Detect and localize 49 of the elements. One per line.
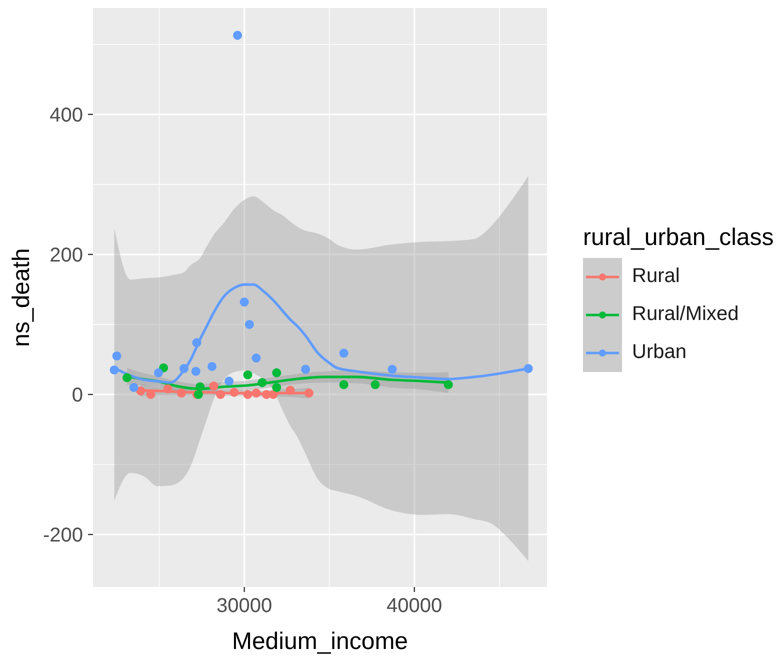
point <box>196 382 205 392</box>
point <box>230 388 239 397</box>
point <box>370 380 380 390</box>
y-tick-label: 200 <box>50 244 83 267</box>
point <box>286 386 295 395</box>
point <box>191 366 200 376</box>
point <box>444 380 453 390</box>
point <box>240 298 249 307</box>
point <box>136 386 146 396</box>
legend-title: rural_urban_class <box>583 224 774 250</box>
point <box>524 364 533 374</box>
y-tick-label: 0 <box>72 384 83 407</box>
point <box>252 354 261 363</box>
y-axis-title: ns_death <box>8 248 34 347</box>
point <box>339 380 348 390</box>
point <box>244 320 254 329</box>
y-tick-label: 400 <box>50 104 83 127</box>
point <box>388 364 397 374</box>
x-axis-title: Medium_income <box>232 628 408 654</box>
point <box>179 364 188 374</box>
point <box>252 388 261 398</box>
point <box>163 384 172 394</box>
y-tick-label: -200 <box>42 524 83 547</box>
point <box>268 390 278 399</box>
legend-label: Rural <box>632 265 680 287</box>
point <box>224 376 234 386</box>
legend-label: Rural/Mixed <box>632 303 739 325</box>
point <box>301 364 310 374</box>
x-tick-label: 40000 <box>386 595 442 618</box>
point <box>216 390 226 399</box>
point <box>272 382 282 392</box>
point <box>243 370 252 380</box>
point <box>129 382 138 392</box>
point <box>154 368 163 378</box>
point <box>192 338 202 348</box>
point <box>208 362 217 371</box>
point <box>176 388 186 398</box>
point <box>243 390 252 399</box>
point <box>272 368 282 378</box>
legend-label: Urban <box>632 341 686 363</box>
point <box>112 351 122 360</box>
point <box>304 388 314 398</box>
point <box>209 382 218 391</box>
point <box>122 373 132 382</box>
point <box>339 348 348 358</box>
point <box>233 30 242 40</box>
x-tick-label: 30000 <box>216 595 272 618</box>
point <box>110 365 119 374</box>
point <box>258 378 267 388</box>
